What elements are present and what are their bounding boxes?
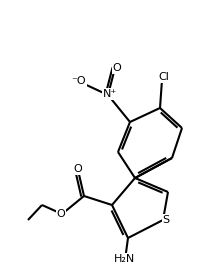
Text: Cl: Cl <box>158 72 169 82</box>
Text: S: S <box>162 215 169 225</box>
Text: N⁺: N⁺ <box>102 89 117 99</box>
Text: H₂N: H₂N <box>114 254 135 264</box>
Text: O: O <box>73 164 82 174</box>
Text: O: O <box>112 63 121 73</box>
Text: O: O <box>56 209 65 219</box>
Text: ⁻O: ⁻O <box>71 76 86 86</box>
